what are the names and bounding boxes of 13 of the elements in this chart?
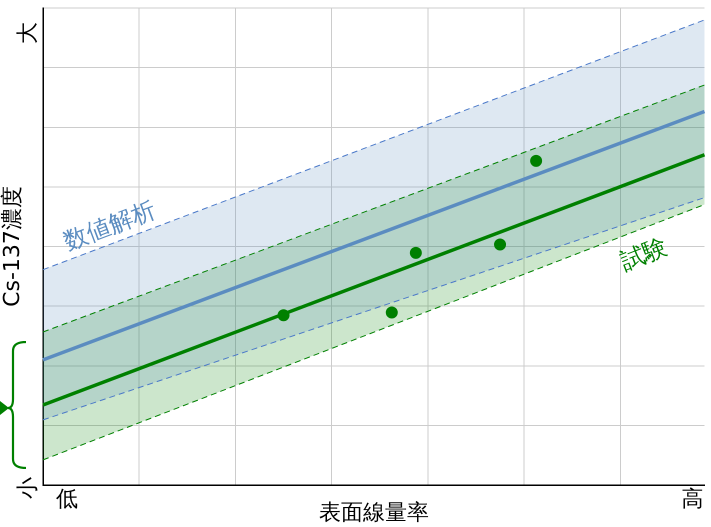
- x-tick-label: 高: [681, 486, 704, 512]
- x-axis-title: 表面線量率: [318, 500, 429, 526]
- point: [410, 246, 422, 259]
- point: [386, 306, 398, 318]
- point: [530, 154, 542, 167]
- text: 数値解析: [60, 196, 160, 256]
- text: 小: [16, 477, 41, 499]
- point: [494, 238, 506, 251]
- x-tick-label: 低: [56, 486, 78, 512]
- text: 大: [16, 22, 41, 44]
- point: [278, 309, 290, 322]
- text: 試験: [616, 232, 672, 276]
- y-axis-title: Cs-137濃度: [0, 186, 25, 307]
